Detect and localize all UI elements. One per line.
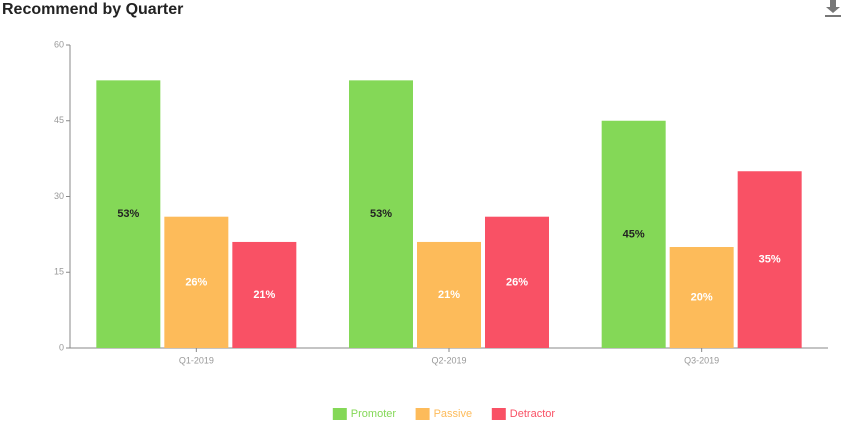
legend-label: Detractor (510, 408, 556, 420)
legend-label: Passive (434, 408, 473, 420)
y-tick-label: 45 (54, 115, 64, 125)
legend-label: Promoter (351, 408, 397, 420)
value-label: 26% (185, 276, 207, 288)
value-label: 21% (438, 289, 460, 301)
value-label: 21% (253, 289, 275, 301)
bar (417, 241, 481, 348)
x-tick-label: Q3-2019 (684, 355, 719, 365)
chart-title: Recommend by Quarter (2, 1, 183, 18)
bar (669, 247, 734, 348)
value-label: 53% (370, 208, 392, 220)
y-tick-label: 15 (54, 267, 64, 277)
bar (96, 80, 161, 348)
value-label: 53% (117, 208, 139, 220)
bar (232, 241, 297, 348)
value-label: 26% (506, 276, 528, 288)
value-label: 45% (623, 228, 645, 240)
download-base[interactable] (825, 15, 841, 17)
legend-swatch (415, 408, 430, 420)
x-tick-label: Q1-2019 (179, 355, 214, 365)
legend-swatch (332, 408, 347, 420)
bar (485, 216, 549, 348)
y-tick-label: 0 (59, 342, 64, 352)
bar (164, 216, 229, 348)
value-label: 20% (691, 291, 713, 303)
legend-swatch (491, 408, 506, 420)
bar (737, 171, 802, 348)
bar (601, 120, 666, 348)
bar (349, 80, 413, 348)
download-stem[interactable] (830, 0, 836, 8)
download-icon[interactable] (825, 0, 841, 17)
value-label: 35% (759, 254, 781, 266)
y-tick-label: 30 (54, 191, 64, 201)
download-arrow[interactable] (826, 7, 840, 13)
y-tick-label: 60 (54, 39, 64, 49)
x-tick-label: Q2-2019 (431, 355, 466, 365)
